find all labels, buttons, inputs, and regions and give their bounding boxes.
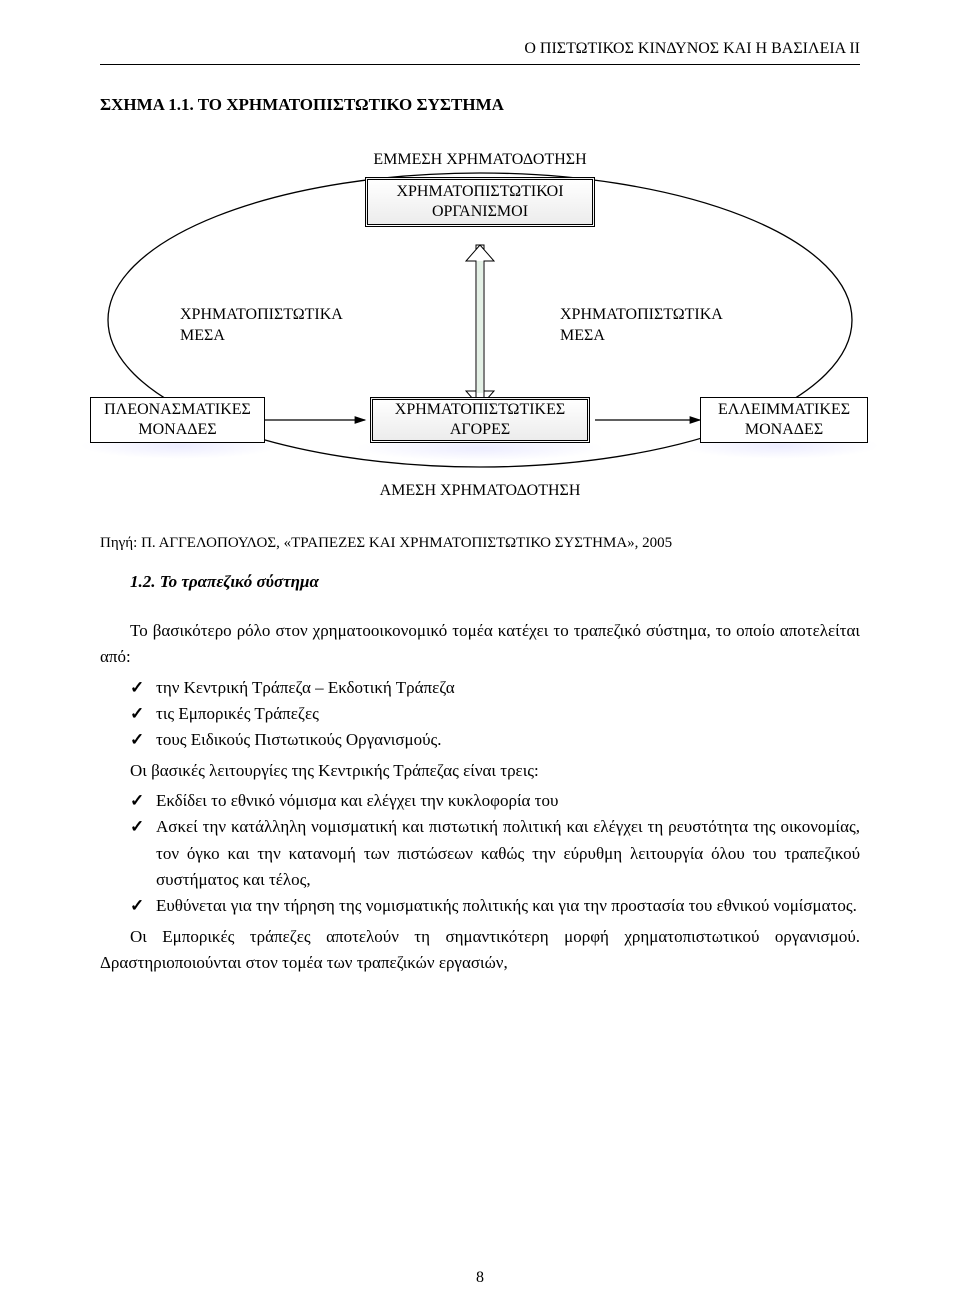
indirect-financing-label: ΕΜΜΕΣΗ ΧΡΗΜΑΤΟΔΟΤΗΣΗ — [350, 150, 610, 171]
figure-source: Πηγή: Π. ΑΓΓΕΛΟΠΟΥΛΟΣ, «ΤΡΑΠΕΖΕΣ ΚΑΙ ΧΡΗ… — [100, 535, 860, 552]
list-item: τους Ειδικούς Πιστωτικούς Οργανισμούς. — [100, 727, 860, 753]
paragraph-3: Οι Εμπορικές τράπεζες αποτελούν τη σημαν… — [100, 924, 860, 977]
paragraph-2: Οι βασικές λειτουργίες της Κεντρικής Τρά… — [100, 758, 860, 784]
mid-right-label: ΧΡΗΜΑΤΟΠΙΣΤΩΤΙΚΑ ΜΕΣΑ — [560, 305, 775, 347]
figure-title: ΣΧΗΜΑ 1.1. ΤΟ ΧΡΗΜΑΤΟΠΙΣΤΩΤΙΚΟ ΣΥΣΤΗΜΑ — [100, 95, 860, 115]
list-item: τις Εμπορικές Τράπεζες — [100, 701, 860, 727]
top-org-box: ΧΡΗΜΑΤΟΠΙΣΤΩΤΙΚΟΙ ΟΡΓΑΝΙΣΜΟΙ — [365, 177, 595, 227]
subsection-heading: 1.2. Το τραπεζικό σύστημα — [130, 572, 860, 592]
page: Ο ΠΙΣΤΩΤΙΚΟΣ ΚΙΝΔΥΝΟΣ ΚΑΙ Η ΒΑΣΙΛΕΙΑ ΙΙ … — [0, 0, 960, 1307]
list-item: Εκδίδει το εθνικό νόμισμα και ελέγχει τη… — [100, 788, 860, 814]
list-item: Ευθύνεται για την τήρηση της νομισματική… — [100, 893, 860, 919]
direct-financing-label: ΑΜΕΣΗ ΧΡΗΜΑΤΟΔΟΤΗΣΗ — [340, 481, 620, 502]
list-item: την Κεντρική Τράπεζα – Εκδοτική Τράπεζα — [100, 675, 860, 701]
running-head: Ο ΠΙΣΤΩΤΙΚΟΣ ΚΙΝΔΥΝΟΣ ΚΑΙ Η ΒΑΣΙΛΕΙΑ ΙΙ — [100, 40, 860, 58]
bullet-list-1: την Κεντρική Τράπεζα – Εκδοτική Τράπεζα … — [100, 675, 860, 754]
page-number: 8 — [0, 1269, 960, 1287]
list-item: Ασκεί την κατάλληλη νομισματική και πιστ… — [100, 814, 860, 893]
deficit-units-box: ΕΛΛΕΙΜΜΑΤΙΚΕΣ ΜΟΝΑΔΕΣ — [700, 397, 868, 443]
financial-system-diagram: ΕΜΜΕΣΗ ΧΡΗΜΑΤΟΔΟΤΗΣΗ ΧΡΗΜΑΤΟΠΙΣΤΩΤΙΚΟΙ Ο… — [100, 145, 860, 515]
mid-left-label: ΧΡΗΜΑΤΟΠΙΣΤΩΤΙΚΑ ΜΕΣΑ — [180, 305, 395, 347]
markets-box: ΧΡΗΜΑΤΟΠΙΣΤΩΤΙΚΕΣ ΑΓΟΡΕΣ — [370, 397, 590, 443]
paragraph-1: Το βασικότερο ρόλο στον χρηματοοικονομικ… — [100, 618, 860, 671]
header-rule — [100, 64, 860, 65]
surplus-units-box: ΠΛΕΟΝΑΣΜΑΤΙΚΕΣ ΜΟΝΑΔΕΣ — [90, 397, 265, 443]
bullet-list-2: Εκδίδει το εθνικό νόμισμα και ελέγχει τη… — [100, 788, 860, 920]
